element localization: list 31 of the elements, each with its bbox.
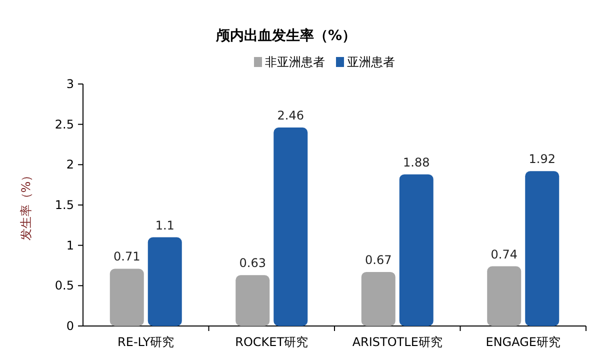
x-tick-label: ENGAGE研究 [486,335,560,349]
y-tick-label: 1 [66,238,74,252]
bar [525,171,560,326]
y-axis-title: 发生率（%） [19,169,33,241]
data-label: 1.1 [155,218,174,232]
bar [274,128,308,326]
bar [399,174,434,326]
bar [148,237,182,326]
y-tick-label: 3 [66,77,74,91]
data-label: 0.67 [365,252,392,267]
y-tick-label: 2.5 [54,117,74,132]
data-label: 1.92 [528,152,556,166]
bar [110,268,144,326]
bar [361,272,396,326]
data-label: 1.88 [403,155,430,170]
y-tick-label: 2 [66,158,74,172]
bar [487,266,522,326]
bar [236,275,270,326]
y-tick-label: 0 [66,319,74,333]
legend-label: 非亚洲患者 [265,55,325,69]
data-label: 0.71 [114,250,140,264]
data-label: 0.63 [239,256,266,270]
chart-title: 颅内出血发生率（%） [214,27,356,44]
data-label: 2.46 [277,108,304,123]
y-tick-label: 0.5 [54,278,74,293]
legend-label: 亚洲患者 [347,55,395,69]
x-tick-label: RE-LY研究 [118,335,174,349]
y-tick-label: 1.5 [54,198,74,212]
data-label: 0.74 [490,247,518,262]
x-tick-label: ARISTOTLE研究 [352,335,442,349]
x-tick-label: ROCKET研究 [235,335,308,349]
